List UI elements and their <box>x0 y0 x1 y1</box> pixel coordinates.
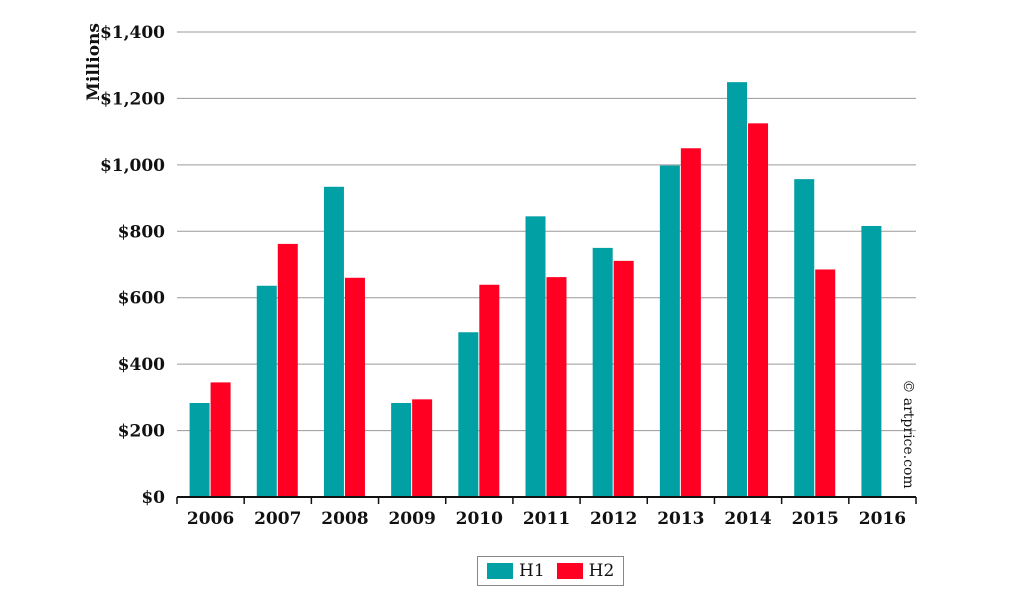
x-tick-labels: 2006 2007 2008 2009 2010 2011 2012 2013 2014 2015… <box>187 509 906 529</box>
bar-h2-2008 <box>344 277 365 497</box>
x-tick-label: 2016 <box>859 509 906 529</box>
x-tick-label: 2009 <box>388 509 435 529</box>
y-tick-label: $200 <box>118 422 165 442</box>
bar-h1-2016 <box>861 225 882 497</box>
y-tick-label: $0 <box>141 488 165 508</box>
legend-label-h2: H2 <box>588 561 615 581</box>
bar-h2-2013 <box>680 148 701 497</box>
x-tick-label: 2011 <box>523 509 570 529</box>
axes <box>176 496 917 504</box>
y-tick-label: $400 <box>118 355 165 375</box>
bar-h1-2012 <box>592 247 613 497</box>
x-tick-label: 2006 <box>187 509 234 529</box>
chart-legend: H1 H2 <box>477 556 625 586</box>
bar-h2-2015 <box>815 269 836 497</box>
legend-item-h2: H2 <box>556 561 615 581</box>
x-tick-label: 2007 <box>254 509 301 529</box>
y-axis-title: Millions <box>84 23 104 101</box>
legend-swatch-h2 <box>556 563 583 579</box>
bar-h2-2006 <box>210 382 231 497</box>
bar-h2-2007 <box>277 243 298 497</box>
bar-h1-2006 <box>189 403 210 497</box>
bar-h1-2011 <box>525 216 546 497</box>
bar-h2-2014 <box>748 123 769 497</box>
bar-h1-2010 <box>458 332 479 497</box>
artprice-watermark: © artprice.com <box>900 379 916 488</box>
x-tick-label: 2015 <box>792 509 839 529</box>
bars <box>189 82 882 498</box>
legend-swatch-h1 <box>487 563 513 579</box>
bar-h2-2009 <box>412 399 433 497</box>
y-tick-label: $1,200 <box>100 89 165 109</box>
y-tick-labels: $0 $200 $400 $600 $800 $1,000 $1,200 $1,400 <box>100 23 165 508</box>
bar-h2-2012 <box>613 260 634 497</box>
x-tick-label: 2012 <box>590 509 637 529</box>
legend-item-h1: H1 <box>487 561 545 581</box>
x-tick-label: 2010 <box>456 509 503 529</box>
bar-h2-2011 <box>546 277 567 497</box>
bar-h1-2008 <box>323 186 344 497</box>
bar-h1-2013 <box>659 165 680 497</box>
bar-h1-2015 <box>794 179 815 497</box>
y-tick-label: $1,400 <box>100 23 165 43</box>
bar-h2-2010 <box>479 284 500 497</box>
bar-h1-2007 <box>256 285 277 497</box>
y-tick-label: $800 <box>118 222 165 242</box>
x-tick-label: 2014 <box>724 509 771 529</box>
bar-h1-2014 <box>727 82 748 498</box>
x-tick-label: 2008 <box>321 509 368 529</box>
x-tick-label: 2013 <box>657 509 704 529</box>
y-tick-label: $1,000 <box>100 156 165 176</box>
y-tick-label: $600 <box>118 289 165 309</box>
bar-h1-2009 <box>391 403 412 497</box>
legend-label-h1: H1 <box>519 561 545 581</box>
